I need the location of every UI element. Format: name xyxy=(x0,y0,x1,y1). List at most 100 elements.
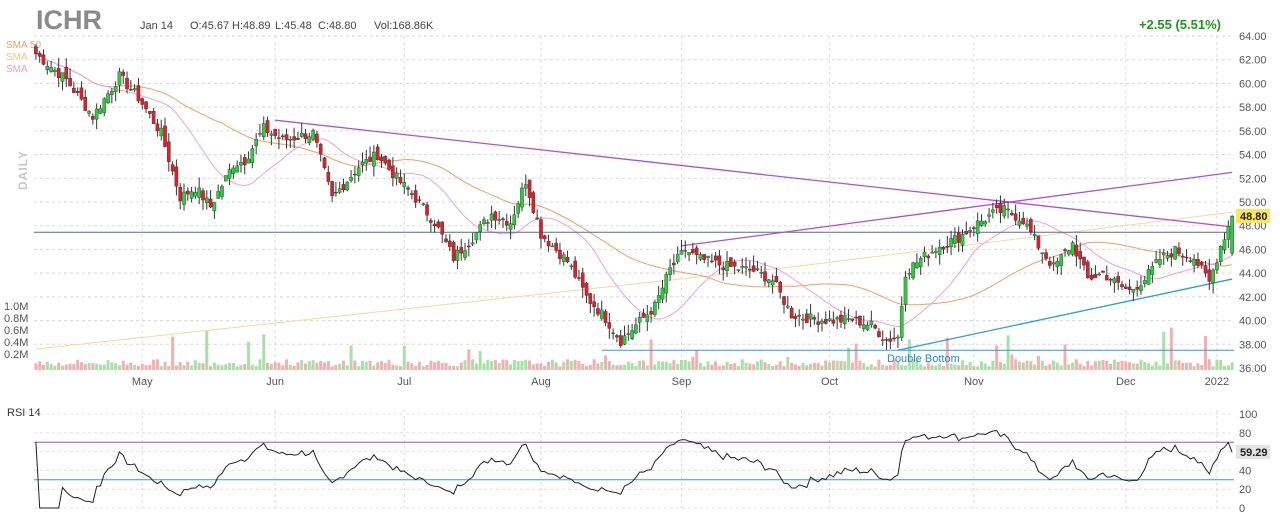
candle-body xyxy=(212,202,217,212)
candle-body xyxy=(622,335,627,345)
candle-body xyxy=(322,157,327,169)
volume-bar xyxy=(550,359,554,370)
candle-body xyxy=(220,186,224,197)
volume-bar xyxy=(406,361,410,370)
candle-body xyxy=(1226,226,1231,240)
candle-body xyxy=(53,69,57,73)
volume-bar xyxy=(167,366,171,370)
candle-body xyxy=(326,171,331,182)
candle-body xyxy=(687,252,691,256)
candle-body xyxy=(565,257,570,263)
volume-bar xyxy=(976,366,980,370)
volume-bar xyxy=(1036,356,1040,370)
candle-body xyxy=(1215,262,1219,271)
candle-body xyxy=(398,177,403,183)
candle-body xyxy=(1127,286,1132,290)
candle-body xyxy=(842,315,847,324)
candle-body xyxy=(258,133,262,135)
volume-bar xyxy=(949,363,953,370)
volume-bar xyxy=(178,362,182,370)
volume-bar xyxy=(224,364,228,370)
rsi-line xyxy=(35,429,1233,509)
candle-body xyxy=(607,322,612,329)
candle-body xyxy=(649,311,653,315)
volume-bar xyxy=(136,365,140,370)
volume-bar xyxy=(338,363,342,370)
candle-body xyxy=(467,245,471,248)
volume-bar xyxy=(858,360,862,370)
volume-bar xyxy=(960,360,964,370)
volume-bar xyxy=(790,362,794,370)
volume-bar xyxy=(319,360,323,370)
volume-bar xyxy=(216,364,220,370)
candle-body xyxy=(835,317,839,320)
candle-body xyxy=(854,316,858,319)
candle-body xyxy=(387,159,391,170)
candle-body xyxy=(474,232,479,241)
candle-body xyxy=(493,211,498,221)
candle-body xyxy=(1070,242,1075,255)
volume-bar xyxy=(1116,361,1120,370)
candle-body xyxy=(744,266,748,269)
candle-body xyxy=(603,311,608,323)
price-tick-label: 54.00 xyxy=(1239,150,1267,162)
volume-bar xyxy=(866,366,870,370)
candle-body xyxy=(185,190,190,195)
volume-bar xyxy=(919,364,923,370)
volume-bar xyxy=(300,360,304,370)
candle-body xyxy=(573,260,577,278)
volume-bar xyxy=(1086,360,1090,370)
candle-body xyxy=(797,315,801,317)
candle-body xyxy=(520,187,524,208)
candle-body xyxy=(763,271,767,282)
volume-bar xyxy=(904,365,908,370)
volume-bar xyxy=(76,359,80,370)
volume-bar xyxy=(1185,362,1189,370)
volume-bar xyxy=(691,356,695,370)
candle-body xyxy=(785,305,790,308)
candle-body xyxy=(869,320,874,325)
candle-body xyxy=(554,242,558,251)
volume-bar xyxy=(641,360,645,370)
volume-bars xyxy=(34,327,1234,370)
candle-body xyxy=(1196,259,1200,266)
candle-body xyxy=(410,193,414,195)
volume-bar xyxy=(797,365,801,370)
candle-body xyxy=(584,282,589,296)
candle-body xyxy=(888,338,893,342)
rsi-tick-label: 0 xyxy=(1239,503,1245,515)
volume-bar xyxy=(660,361,664,370)
candle-body xyxy=(436,221,441,228)
volume-bar xyxy=(824,360,828,370)
rsi-label: RSI 14 xyxy=(7,407,41,419)
candle-body xyxy=(634,324,638,334)
candle-body xyxy=(558,249,562,259)
volume-bar xyxy=(1055,362,1059,370)
candle-body xyxy=(956,232,961,243)
volume-bar xyxy=(383,362,387,370)
volume-bar xyxy=(915,359,919,370)
candle-body xyxy=(334,191,338,194)
candle-body xyxy=(873,325,877,329)
candle-body xyxy=(501,218,505,221)
rsi-badge-text: 59.29 xyxy=(1240,447,1268,459)
volume-bar xyxy=(1017,361,1021,370)
candle-body xyxy=(1146,269,1151,285)
volume-bar xyxy=(979,361,983,370)
volume-bar xyxy=(1010,354,1014,370)
volume-bar xyxy=(360,360,364,370)
volume-bar xyxy=(212,362,216,370)
volume-bar xyxy=(539,363,543,370)
volume-bar xyxy=(155,359,159,370)
volume-bar xyxy=(1093,361,1097,370)
candle-body xyxy=(1135,287,1139,290)
candle-body xyxy=(523,184,528,189)
volume-bar xyxy=(1188,362,1192,370)
volume-bar xyxy=(1044,365,1048,370)
price-tick-label: 58.00 xyxy=(1239,102,1267,114)
volume-bar xyxy=(729,363,733,370)
volume-bar xyxy=(311,360,315,370)
candle-body xyxy=(349,176,353,181)
volume-bar xyxy=(34,363,38,370)
